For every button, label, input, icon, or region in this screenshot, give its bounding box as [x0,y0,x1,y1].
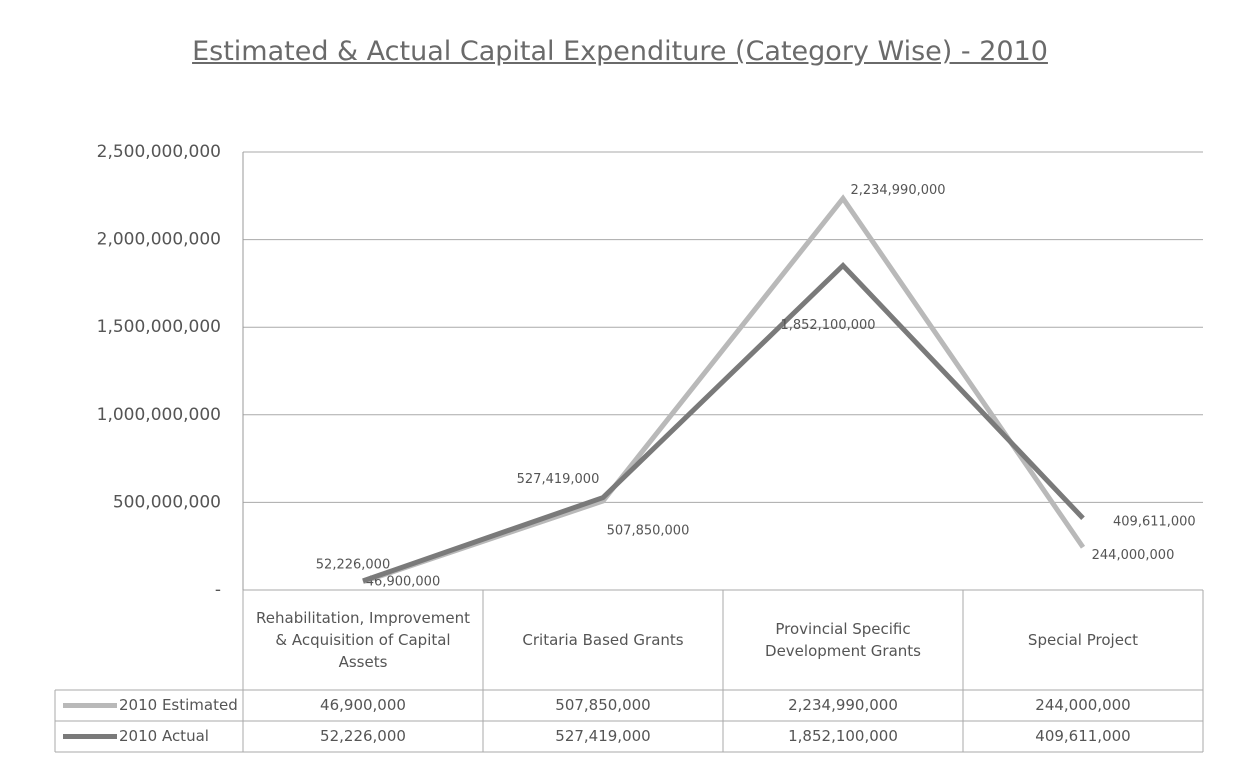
table-value: 2,234,990,000 [788,696,898,714]
data-label: 2,234,990,000 [850,183,945,198]
table-value: 244,000,000 [1035,696,1130,714]
y-tick-label: 1,000,000,000 [97,405,221,425]
table-value: 1,852,100,000 [788,727,898,745]
data-label: 52,226,000 [316,557,390,572]
data-label: 244,000,000 [1092,548,1175,563]
table-value: 52,226,000 [320,727,406,745]
table-value: 527,419,000 [555,727,650,745]
y-tick-label: 500,000,000 [113,492,221,512]
table-value: 46,900,000 [320,696,406,714]
data-label: 527,419,000 [517,472,600,487]
category-label: Critaria Based Grants [522,631,684,649]
y-tick-label: - [215,580,221,600]
y-tick-label: 2,500,000,000 [97,142,221,162]
series-line [362,194,1086,585]
category-label: Special Project [1027,631,1139,649]
chart-title: Estimated & Actual Capital Expenditure (… [192,36,1048,67]
table-value: 409,611,000 [1035,727,1130,745]
data-label: 1,852,100,000 [780,318,875,333]
category-label: Provincial Specific Development Grants [765,620,921,660]
y-tick-label: 2,000,000,000 [97,230,221,250]
category-label: Rehabilitation, Improvement & Acquisitio… [256,609,470,671]
table-value: 507,850,000 [555,696,650,714]
series-line [362,261,1085,584]
legend-label: 2010 Estimated [119,696,238,714]
legend-label: 2010 Actual [119,727,209,745]
data-label: 409,611,000 [1113,515,1196,530]
data-label: 507,850,000 [607,524,690,539]
data-label: 46,900,000 [366,574,440,589]
y-tick-label: 1,500,000,000 [97,317,221,337]
